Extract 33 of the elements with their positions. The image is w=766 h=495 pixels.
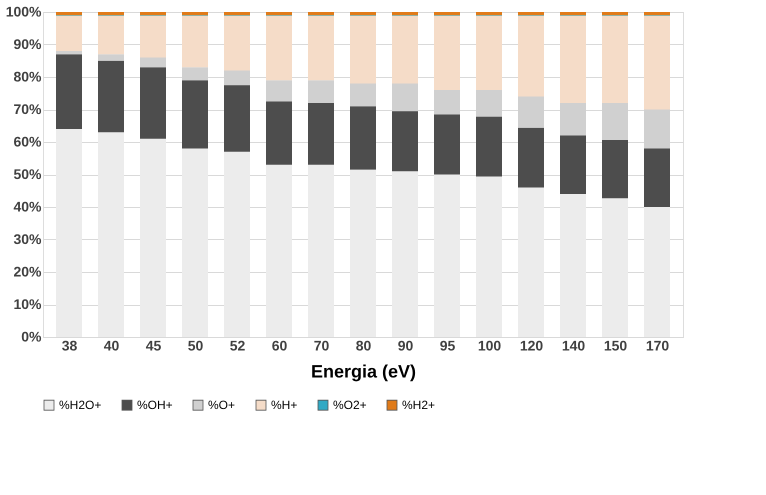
legend-label: %H2O+ <box>59 398 102 412</box>
x-tick-label: 120 <box>520 338 544 354</box>
y-tick-label: 80% <box>13 68 42 84</box>
y-tick-label: 90% <box>13 36 42 52</box>
x-tick-label: 45 <box>146 338 162 354</box>
legend-label: %OH+ <box>137 398 173 412</box>
x-tick-label: 40 <box>104 338 120 354</box>
y-tick-label: 100% <box>6 4 42 20</box>
x-axis-title: Energia (eV) <box>310 362 416 382</box>
x-tick-label: 80 <box>356 338 372 354</box>
x-tick-label: 70 <box>314 338 330 354</box>
y-tick-label: 0% <box>21 328 42 344</box>
x-tick-label: 60 <box>272 338 288 354</box>
y-tick-label: 20% <box>13 264 42 280</box>
legend-label: %H2+ <box>402 398 436 412</box>
x-tick-label: 90 <box>398 338 414 354</box>
x-tick-label: 50 <box>188 338 204 354</box>
y-tick-label: 10% <box>13 296 42 312</box>
y-tick-label: 50% <box>13 166 42 182</box>
legend-label: %O+ <box>208 398 236 412</box>
x-tick-label: 140 <box>562 338 586 354</box>
x-tick-label: 150 <box>604 338 628 354</box>
x-tick-label: 38 <box>62 338 78 354</box>
y-tick-label: 60% <box>13 134 42 150</box>
x-tick-label: 95 <box>440 338 456 354</box>
y-tick-label: 40% <box>13 198 42 214</box>
legend-label: %H+ <box>271 398 298 412</box>
x-tick-label: 170 <box>646 338 670 354</box>
legend-label: %O2+ <box>333 398 367 412</box>
x-tick-label: 52 <box>230 338 246 354</box>
y-tick-label: 30% <box>13 231 42 247</box>
x-tick-label: 100 <box>478 338 502 354</box>
y-tick-label: 70% <box>13 101 42 117</box>
